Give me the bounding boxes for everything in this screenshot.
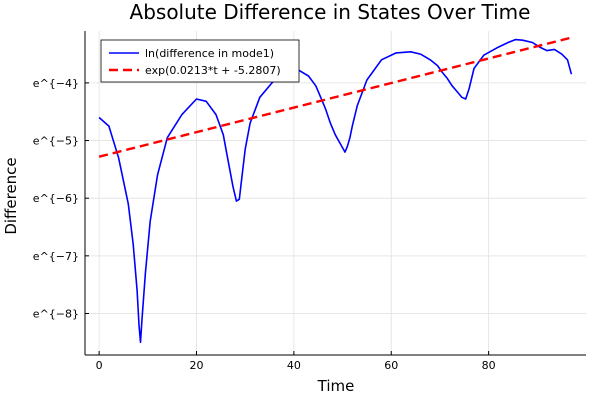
y-tick-label: e^{−5}	[33, 135, 79, 148]
y-axis-label: Difference	[2, 157, 20, 234]
series-line-exp-fit	[98, 36, 572, 158]
legend-label: ln(difference in mode1)	[145, 47, 274, 60]
x-axis-label: Time	[317, 377, 355, 395]
y-tick-label: e^{−8}	[33, 307, 79, 320]
legend: ln(difference in mode1) exp(0.0213*t + -5…	[100, 39, 300, 83]
series-line-mode1	[98, 38, 573, 344]
x-tick-label: 0	[96, 359, 103, 372]
grid	[85, 31, 586, 355]
x-tick-label: 20	[189, 359, 203, 372]
chart-title: Absolute Difference in States Over Time	[130, 0, 531, 24]
y-tick-label: e^{−4}	[33, 77, 79, 90]
x-tick-label: 60	[384, 359, 398, 372]
x-tick-label: 40	[287, 359, 301, 372]
legend-label: exp(0.0213*t + -5.2807)	[145, 64, 281, 77]
x-tick-label: 80	[482, 359, 496, 372]
y-tick-label: e^{−7}	[33, 250, 79, 263]
y-tick-label: e^{−6}	[33, 192, 79, 205]
series-layer	[98, 36, 573, 344]
axes: 0 20 40 60 80 e^{−8} e^{−7} e^{−6} e^{−5} e^{−4}	[33, 31, 586, 372]
legend-box	[100, 39, 300, 83]
